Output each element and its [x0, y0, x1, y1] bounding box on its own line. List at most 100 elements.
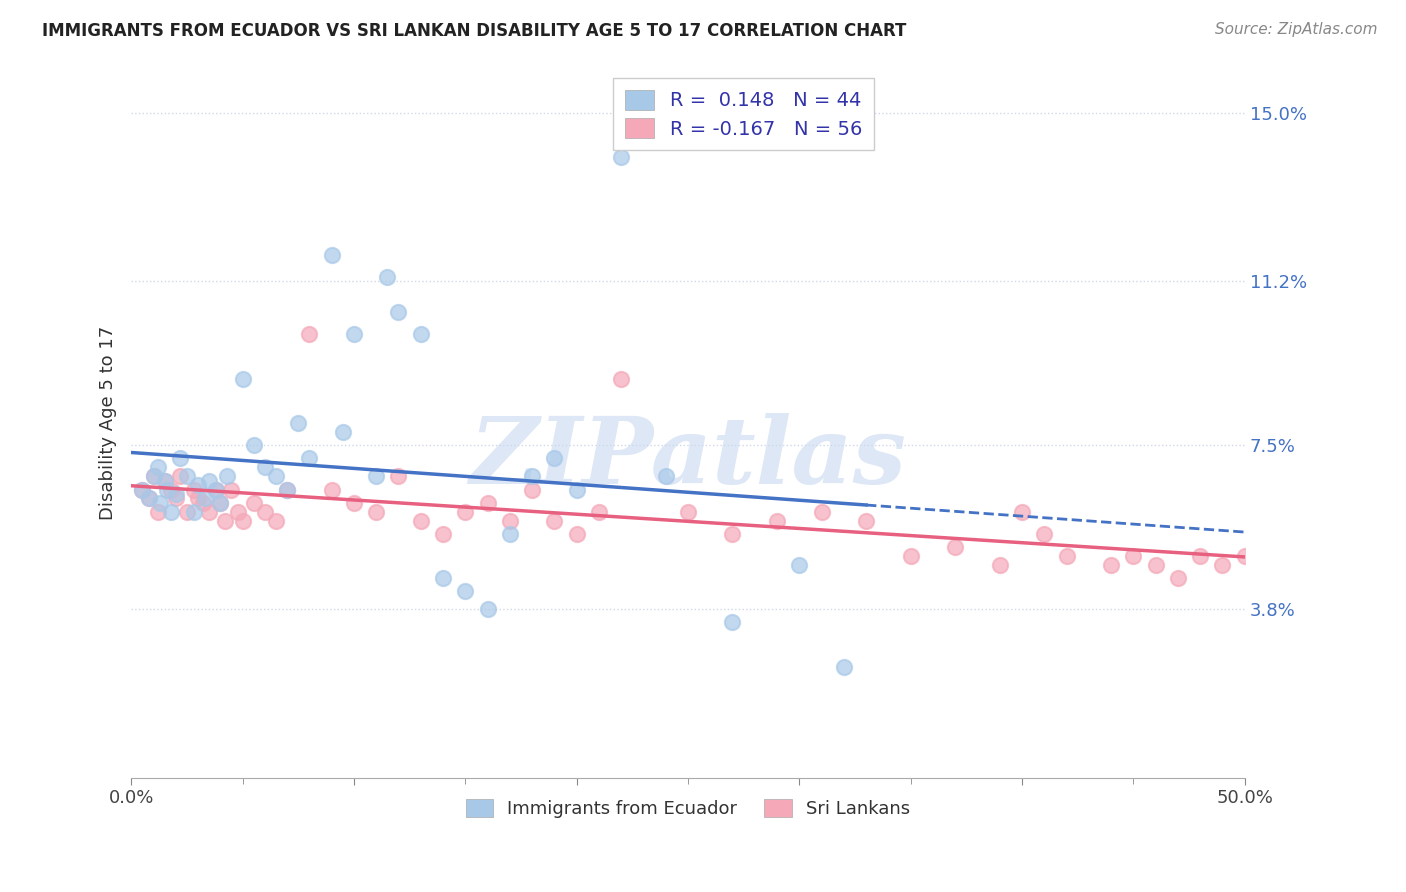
Point — [477, 496, 499, 510]
Point — [332, 425, 354, 439]
Point — [454, 505, 477, 519]
Point — [153, 474, 176, 488]
Point — [169, 469, 191, 483]
Point — [146, 505, 169, 519]
Point — [131, 483, 153, 497]
Point — [343, 327, 366, 342]
Point — [287, 416, 309, 430]
Point — [209, 496, 232, 510]
Point — [321, 247, 343, 261]
Point — [810, 505, 832, 519]
Point — [253, 505, 276, 519]
Point — [454, 584, 477, 599]
Point — [138, 491, 160, 506]
Point — [209, 496, 232, 510]
Point — [1189, 549, 1212, 563]
Point — [654, 469, 676, 483]
Point — [215, 469, 238, 483]
Point — [298, 451, 321, 466]
Point — [165, 491, 187, 506]
Point — [205, 483, 228, 497]
Point — [588, 505, 610, 519]
Y-axis label: Disability Age 5 to 17: Disability Age 5 to 17 — [100, 326, 117, 520]
Point — [183, 483, 205, 497]
Text: Source: ZipAtlas.com: Source: ZipAtlas.com — [1215, 22, 1378, 37]
Point — [264, 469, 287, 483]
Point — [565, 526, 588, 541]
Point — [375, 269, 398, 284]
Point — [988, 558, 1011, 572]
Point — [198, 505, 221, 519]
Point — [142, 469, 165, 483]
Point — [610, 150, 633, 164]
Point — [520, 483, 543, 497]
Point — [565, 483, 588, 497]
Point — [409, 327, 432, 342]
Point — [187, 478, 209, 492]
Point — [221, 483, 243, 497]
Point — [165, 487, 187, 501]
Point — [149, 496, 172, 510]
Point — [131, 483, 153, 497]
Text: IMMIGRANTS FROM ECUADOR VS SRI LANKAN DISABILITY AGE 5 TO 17 CORRELATION CHART: IMMIGRANTS FROM ECUADOR VS SRI LANKAN DI… — [42, 22, 907, 40]
Point — [276, 483, 298, 497]
Point — [242, 438, 264, 452]
Point — [366, 505, 388, 519]
Point — [432, 571, 454, 585]
Point — [366, 469, 388, 483]
Point — [176, 505, 198, 519]
Point — [160, 483, 183, 497]
Point — [1033, 526, 1056, 541]
Point — [176, 469, 198, 483]
Point — [142, 469, 165, 483]
Point — [242, 496, 264, 510]
Point — [409, 514, 432, 528]
Point — [721, 526, 744, 541]
Point — [1099, 558, 1122, 572]
Point — [499, 526, 522, 541]
Point — [153, 474, 176, 488]
Point — [855, 514, 877, 528]
Point — [1056, 549, 1078, 563]
Point — [721, 615, 744, 630]
Point — [146, 460, 169, 475]
Point — [321, 483, 343, 497]
Point — [138, 491, 160, 506]
Point — [787, 558, 810, 572]
Point — [477, 602, 499, 616]
Point — [1211, 558, 1233, 572]
Point — [543, 514, 565, 528]
Point — [232, 514, 254, 528]
Point — [766, 514, 789, 528]
Point — [205, 483, 228, 497]
Point — [432, 526, 454, 541]
Point — [156, 483, 179, 497]
Point — [214, 514, 236, 528]
Point — [276, 483, 298, 497]
Point — [1122, 549, 1144, 563]
Point — [183, 505, 205, 519]
Point — [160, 505, 183, 519]
Point — [1167, 571, 1189, 585]
Point — [169, 451, 191, 466]
Point — [900, 549, 922, 563]
Point — [343, 496, 366, 510]
Point — [298, 327, 321, 342]
Point — [1011, 505, 1033, 519]
Point — [191, 496, 214, 510]
Point — [226, 505, 249, 519]
Point — [832, 660, 855, 674]
Point — [232, 372, 254, 386]
Point — [264, 514, 287, 528]
Point — [253, 460, 276, 475]
Point — [543, 451, 565, 466]
Legend: Immigrants from Ecuador, Sri Lankans: Immigrants from Ecuador, Sri Lankans — [458, 791, 917, 825]
Point — [676, 505, 699, 519]
Point — [1144, 558, 1167, 572]
Point — [198, 474, 221, 488]
Point — [187, 491, 209, 506]
Point — [1233, 549, 1256, 563]
Point — [194, 491, 217, 506]
Point — [387, 469, 409, 483]
Point — [520, 469, 543, 483]
